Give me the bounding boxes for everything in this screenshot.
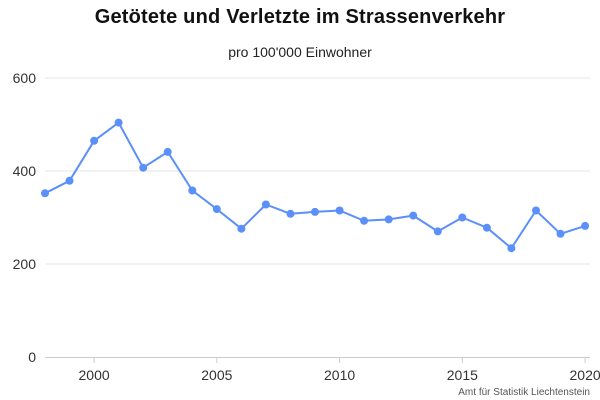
chart-credit: Amt für Statistik Liechtenstein: [458, 387, 590, 398]
data-point: [507, 244, 516, 253]
grid-layer: [45, 77, 590, 265]
data-point: [90, 136, 99, 145]
y-tick-label: 400: [13, 163, 37, 179]
series-line: [44, 121, 586, 250]
data-point: [532, 206, 540, 215]
data-point: [139, 163, 148, 172]
data-point: [556, 229, 565, 238]
data-point: [335, 206, 344, 215]
series-layer: [41, 118, 590, 253]
x-tick-label: 2000: [79, 367, 110, 383]
data-point: [286, 209, 295, 218]
data-point: [581, 221, 590, 230]
data-point: [261, 200, 270, 209]
data-point: [188, 186, 197, 195]
y-tick-label: 600: [13, 70, 37, 86]
data-point: [409, 211, 418, 220]
data-point: [458, 213, 467, 222]
x-tick-label: 2010: [324, 367, 355, 383]
x-tick-label: 2015: [447, 367, 478, 383]
y-tick-label: 0: [28, 349, 36, 365]
data-point: [114, 118, 123, 127]
data-point: [311, 207, 319, 216]
y-tick-label: 200: [13, 256, 37, 272]
data-point: [212, 205, 221, 214]
data-point: [360, 216, 369, 225]
data-point: [237, 224, 246, 233]
data-point: [384, 215, 393, 224]
data-point: [433, 227, 442, 236]
data-point: [65, 176, 74, 185]
x-tick-label: 2005: [201, 367, 232, 383]
data-point: [41, 189, 49, 198]
x-tick-label: 2020: [570, 367, 600, 383]
axis-layer: 0 200 400 600 2000 2005 2010 2015 2020: [13, 70, 600, 383]
chart-subtitle: pro 100'000 Einwohner: [228, 44, 372, 60]
data-point: [163, 147, 172, 156]
chart-title: Getötete und Verletzte im Strassenverkeh…: [94, 6, 506, 28]
data-point: [482, 223, 491, 232]
